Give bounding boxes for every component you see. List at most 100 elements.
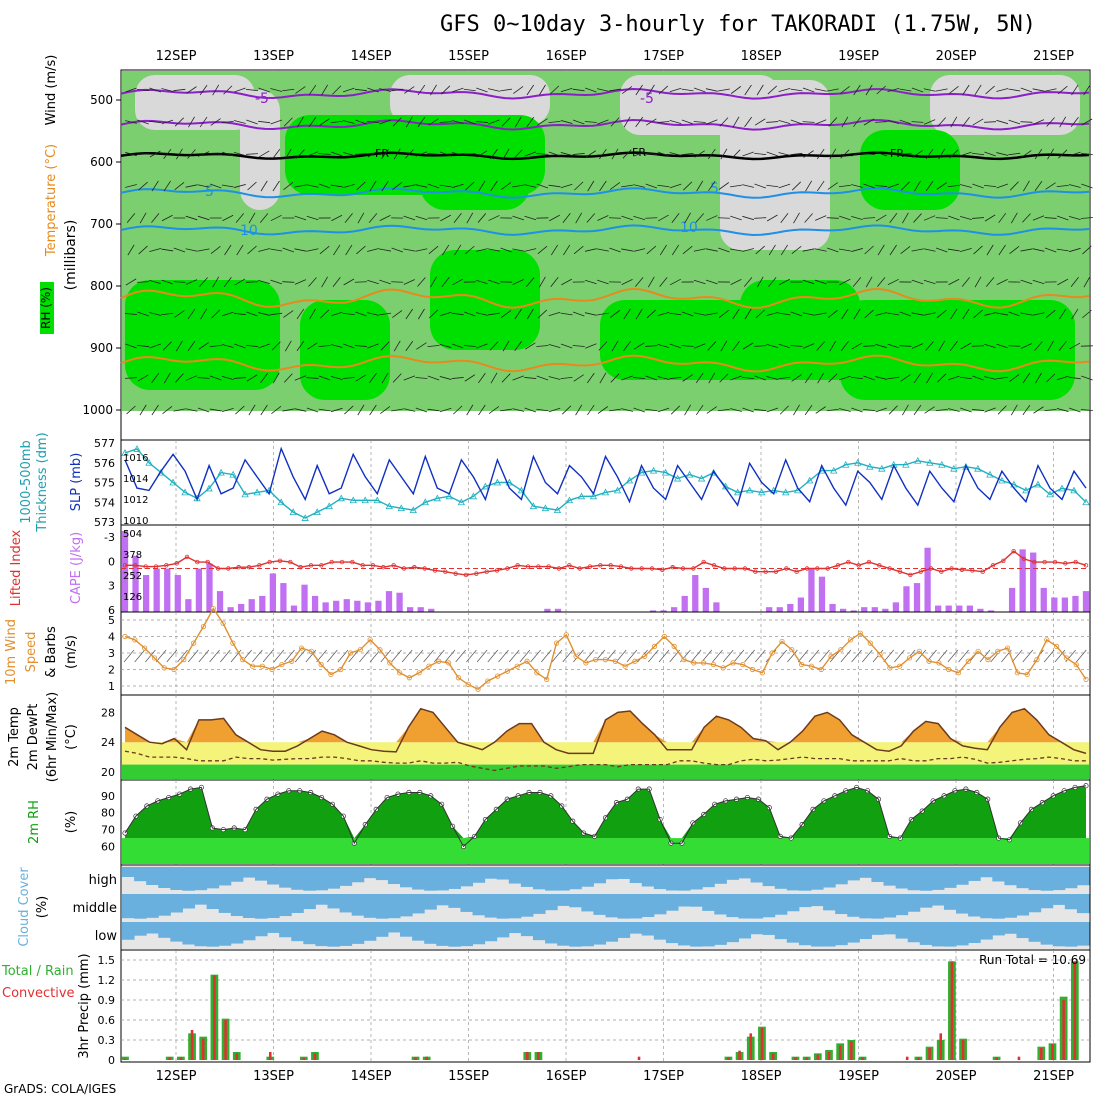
cloud-bar — [823, 922, 836, 947]
cloud-bar — [786, 922, 800, 943]
cloud-bar — [1028, 894, 1042, 913]
wind-barb — [648, 649, 659, 663]
cloud-bar — [738, 867, 752, 879]
cloud-bar — [919, 922, 933, 945]
wind-barb — [718, 247, 730, 253]
minmax-label: (6hr Min/Max) — [45, 692, 60, 782]
wind-barb — [838, 248, 851, 252]
wind-barb — [149, 343, 162, 349]
moist-region — [600, 300, 780, 380]
wind-barb — [526, 277, 535, 287]
wind-barb — [984, 184, 997, 188]
wind-barb — [428, 118, 439, 126]
wind-barb — [586, 213, 596, 223]
wind-barb — [327, 649, 338, 663]
wind-barb — [514, 116, 522, 128]
contour-label-5: 5 — [205, 184, 214, 200]
cloud-bar — [557, 894, 570, 906]
wind-barb — [996, 312, 1009, 316]
wind-barb — [719, 117, 729, 127]
wind-barb — [722, 649, 734, 663]
cloud-bar — [895, 922, 909, 939]
wind-barb — [802, 248, 815, 252]
wind-barb — [635, 84, 643, 96]
wind-barb — [161, 214, 173, 222]
wind-barb — [199, 277, 208, 287]
wind-barb — [730, 375, 742, 381]
wind-barb — [657, 214, 669, 222]
wind-barb — [996, 183, 1008, 189]
wind-barb — [597, 215, 609, 221]
cloud-bar — [702, 922, 715, 947]
cloud-bar — [134, 922, 147, 936]
wind-barb — [415, 215, 428, 221]
wind-barb — [330, 120, 343, 124]
wind-barb — [392, 117, 402, 127]
cloud-bar — [206, 867, 220, 889]
wind-barb — [971, 152, 985, 156]
wind-barb — [163, 148, 172, 160]
cloud-bar — [943, 922, 957, 947]
wind-barb — [379, 215, 391, 221]
wind-barb — [863, 183, 875, 189]
wind-barb — [814, 312, 827, 316]
cloud-bar — [593, 867, 606, 884]
wind-barb — [1020, 312, 1033, 316]
wind-barb — [548, 311, 561, 317]
wind-barb — [767, 85, 777, 95]
cloud-bar — [992, 867, 1005, 882]
wind-barb — [488, 406, 500, 414]
wind-barb — [623, 116, 631, 128]
base-band — [122, 764, 1089, 779]
wind-barb — [1022, 372, 1031, 384]
wind-barb — [223, 85, 233, 95]
wind-barb — [936, 309, 947, 319]
wind-barb — [258, 312, 271, 316]
wind-barb — [270, 88, 283, 92]
wind-barb — [802, 312, 815, 316]
cloud-bar — [617, 922, 631, 938]
wind-barb — [947, 408, 960, 412]
cloud-bar — [1064, 922, 1078, 947]
wind-barb — [756, 276, 764, 288]
wind-barb — [1008, 152, 1021, 156]
wind-barb — [1044, 217, 1057, 219]
wind-barb — [669, 87, 682, 93]
cloud-bar — [532, 894, 546, 914]
cape-bar — [839, 608, 847, 612]
wind-barb — [294, 375, 307, 381]
wind-barb — [585, 343, 597, 349]
wind-barb — [960, 342, 972, 350]
wind-barb — [221, 184, 234, 188]
wind-barb — [611, 340, 619, 352]
wind-barb — [369, 372, 377, 384]
wind-barb — [161, 88, 174, 92]
wind-barb — [332, 85, 342, 95]
wind-barb — [354, 281, 367, 283]
slp-tick-label: 1010 — [123, 516, 148, 527]
wind-barb — [560, 152, 573, 156]
wind-barb — [622, 86, 633, 94]
wind-barb — [476, 343, 488, 349]
wind-barb — [197, 407, 210, 413]
cloud-bar — [883, 894, 897, 918]
bottom-date-label: 12SEP — [156, 1069, 197, 1084]
wind-barb — [185, 375, 198, 381]
wind-barb — [451, 152, 464, 156]
rh-line — [124, 785, 1087, 848]
wind-barb — [430, 84, 437, 96]
wind-barb — [258, 248, 271, 252]
wind-barb — [1020, 248, 1033, 252]
wind-barb — [560, 87, 573, 93]
wind-barb — [441, 85, 451, 95]
wind-barb — [883, 649, 894, 663]
wind-barb — [185, 248, 198, 252]
wind-barb — [174, 117, 184, 127]
wind-barb — [793, 212, 800, 224]
pressure-axis-label: (millibars) — [63, 220, 79, 291]
cloud-bar — [714, 894, 727, 915]
wind-barb — [185, 184, 198, 188]
wind-barb — [1058, 341, 1067, 351]
wind-barb — [839, 215, 851, 221]
wind-barb — [137, 119, 149, 125]
